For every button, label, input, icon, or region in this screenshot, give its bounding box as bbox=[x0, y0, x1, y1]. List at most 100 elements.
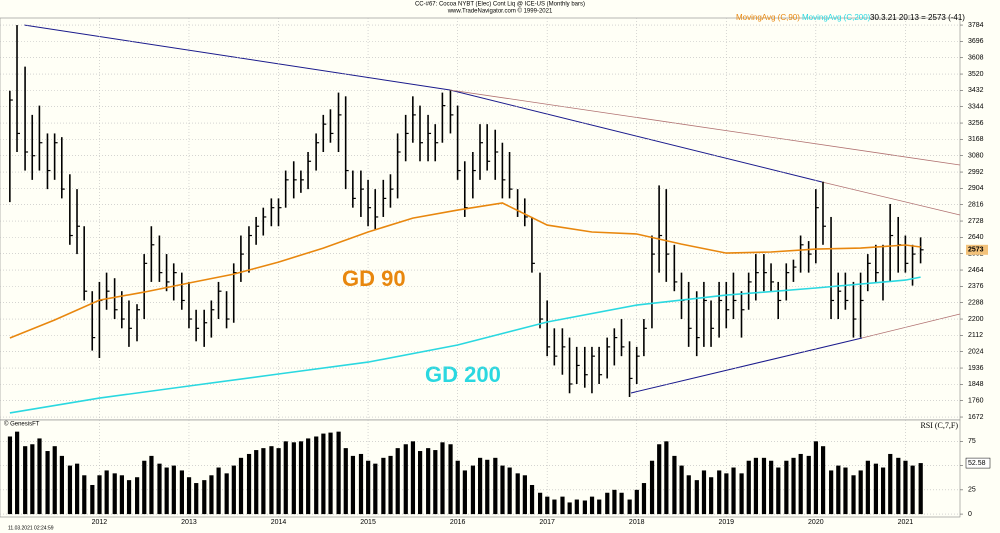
last-price-box bbox=[966, 244, 988, 255]
rsi-bar bbox=[634, 489, 639, 515]
rsi-bar bbox=[873, 463, 879, 515]
y-tick-label: 3696 bbox=[968, 38, 984, 45]
trendline bbox=[821, 181, 961, 216]
rsi-bar bbox=[851, 475, 856, 515]
rsi-bar bbox=[314, 436, 319, 515]
y-tick-label: 1848 bbox=[968, 381, 984, 388]
rsi-bar bbox=[59, 455, 64, 515]
rsi-bar bbox=[538, 492, 543, 515]
rsi-bar bbox=[119, 475, 124, 515]
y-tick-label: 2816 bbox=[968, 202, 984, 209]
rsi-bar bbox=[567, 502, 572, 515]
rsi-bar bbox=[381, 457, 386, 515]
y-tick-label: 3608 bbox=[968, 55, 984, 62]
rsi-bar bbox=[45, 451, 50, 515]
rsi-bar bbox=[701, 470, 707, 515]
last-rsi-box bbox=[965, 457, 991, 469]
y-tick-label: 2200 bbox=[968, 316, 984, 323]
rsi-bar bbox=[686, 475, 691, 515]
y-tick-label: 3520 bbox=[968, 71, 984, 78]
rsi-bar bbox=[515, 473, 520, 515]
legend-entry: MovingAvg (C,90) bbox=[736, 13, 800, 22]
rsi-title: RSI (C,7,F) bbox=[920, 421, 958, 430]
rsi-bar bbox=[336, 431, 341, 515]
rsi-bar bbox=[410, 441, 416, 515]
rsi-bar bbox=[343, 448, 348, 515]
rsi-bar bbox=[858, 470, 863, 515]
chart-subtitle: www.TradeNavigator.com © 1999-2021 bbox=[447, 8, 553, 15]
rsi-bar bbox=[485, 459, 490, 515]
trendline bbox=[630, 337, 863, 394]
rsi-bar bbox=[395, 448, 400, 515]
rsi-bar bbox=[605, 492, 610, 515]
rsi-bar bbox=[829, 470, 834, 515]
rsi-bar bbox=[149, 455, 154, 515]
watermark: © GenesisFT bbox=[4, 421, 40, 428]
rsi-bar bbox=[283, 441, 288, 515]
rsi-bar bbox=[298, 441, 304, 515]
y-tick-label: 2992 bbox=[968, 169, 984, 176]
rsi-bar bbox=[209, 475, 214, 515]
rsi-bar bbox=[75, 463, 80, 515]
y-tick-label: 2288 bbox=[968, 300, 984, 307]
rsi-bar bbox=[358, 453, 364, 515]
rsi-bar bbox=[813, 441, 819, 515]
rsi-bar bbox=[350, 455, 356, 515]
annotation: GD 90 bbox=[342, 266, 406, 291]
y-tick-label: 2024 bbox=[968, 349, 984, 356]
x-tick-label: 2014 bbox=[271, 519, 287, 526]
y-tick-label: 2640 bbox=[968, 234, 984, 241]
rsi-bar bbox=[694, 480, 699, 515]
rsi-bar bbox=[112, 473, 117, 515]
y-tick-label: 2376 bbox=[968, 283, 984, 290]
rsi-bar bbox=[216, 467, 221, 515]
rsi-bar bbox=[194, 483, 199, 515]
rsi-bar bbox=[126, 480, 132, 515]
rsi-bar bbox=[30, 444, 35, 515]
rsi-bar bbox=[388, 455, 393, 515]
rsi-bar bbox=[202, 480, 207, 515]
rsi-bar bbox=[843, 467, 848, 515]
y-tick-label: 1936 bbox=[968, 365, 984, 372]
y-tick-label: 3168 bbox=[968, 136, 984, 143]
rsi-bar bbox=[7, 436, 13, 515]
y-tick-label: 75 bbox=[968, 438, 976, 445]
rsi-bar bbox=[15, 431, 20, 515]
x-tick-label: 2018 bbox=[629, 519, 645, 526]
rsi-bar bbox=[545, 496, 550, 515]
rsi-bar bbox=[560, 496, 565, 515]
rsi-bar bbox=[806, 455, 811, 515]
y-tick-label: 2728 bbox=[968, 218, 984, 225]
rsi-bar bbox=[739, 473, 744, 515]
rsi-bar bbox=[373, 463, 378, 515]
rsi-bar bbox=[753, 457, 759, 515]
rsi-bar bbox=[23, 446, 28, 515]
rsi-bar bbox=[186, 477, 192, 515]
rsi-bar bbox=[709, 477, 714, 515]
rsi-bar bbox=[582, 500, 587, 515]
rsi-bar bbox=[238, 457, 244, 515]
rsi-bar bbox=[426, 448, 431, 515]
last-rsi-label: 52.58 bbox=[968, 460, 986, 467]
rsi-bar bbox=[478, 457, 483, 515]
rsi-bar bbox=[440, 442, 445, 515]
rsi-bar bbox=[903, 460, 908, 515]
y-tick-label: 2464 bbox=[968, 267, 984, 274]
rsi-bar bbox=[627, 499, 632, 515]
rsi-bar bbox=[164, 467, 169, 515]
rsi-bar bbox=[261, 448, 266, 515]
x-tick-label: 2015 bbox=[360, 519, 376, 526]
rsi-bar bbox=[276, 448, 281, 515]
rsi-bar bbox=[717, 470, 722, 515]
rsi-bar bbox=[888, 453, 893, 515]
rsi-bar bbox=[798, 453, 803, 515]
rsi-bar bbox=[612, 489, 617, 515]
y-tick-label: 0 bbox=[968, 511, 972, 518]
rsi-bar bbox=[820, 446, 826, 515]
status-text: 30.3.21 20:13 = 2573 (-41) bbox=[870, 13, 965, 22]
moving-average bbox=[9, 202, 921, 339]
y-tick-label: 3344 bbox=[968, 104, 984, 111]
rsi-bar bbox=[179, 470, 184, 515]
y-tick-label: 1672 bbox=[968, 414, 984, 421]
rsi-bar bbox=[306, 438, 311, 515]
